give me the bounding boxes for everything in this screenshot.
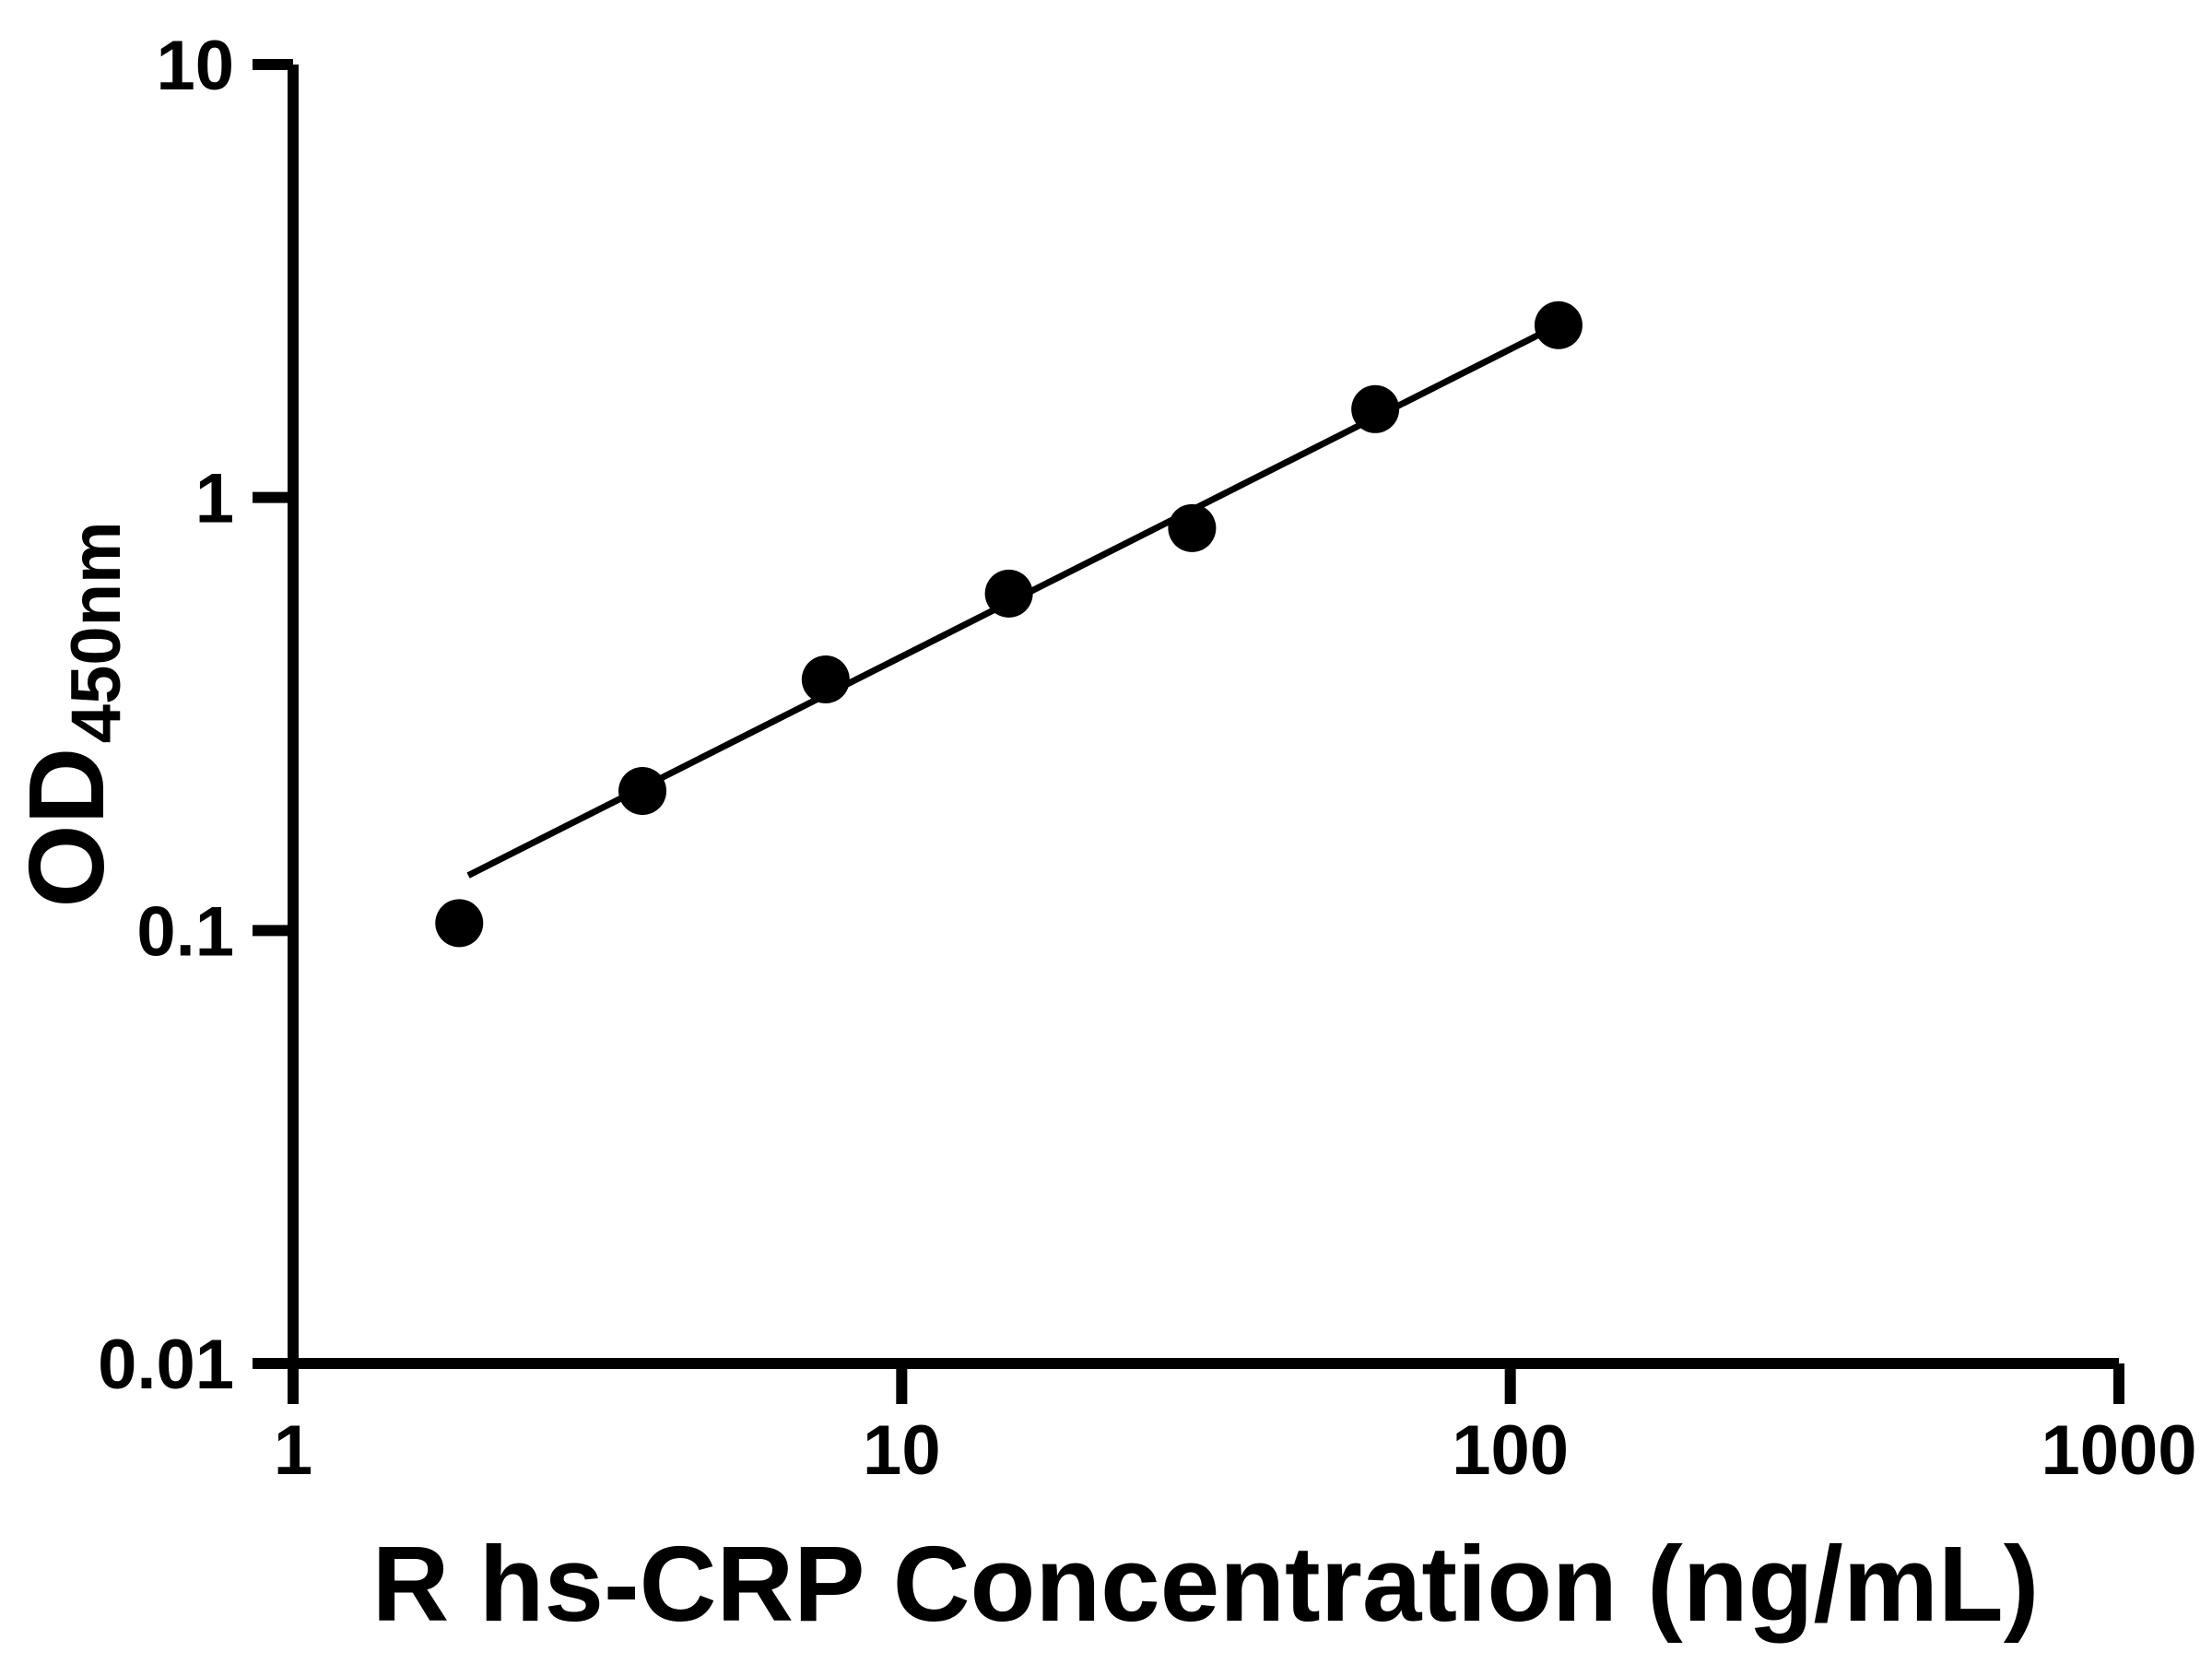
data-point <box>435 899 484 948</box>
x-tick-label: 100 <box>1452 1411 1569 1490</box>
x-tick-label: 1000 <box>2041 1411 2196 1490</box>
y-axis-label-subscript: 450nm <box>57 521 135 743</box>
axes-group <box>288 65 2119 1369</box>
y-tick-label: 10 <box>156 27 234 105</box>
data-point <box>984 569 1033 618</box>
x-tick-label: 1 <box>274 1411 312 1490</box>
y-axis-label-main: OD <box>6 748 126 908</box>
data-point <box>801 655 850 704</box>
x-axis-label: R hs-CRP Concentration (ng/mL) <box>372 1524 2040 1644</box>
data-point <box>1351 384 1400 433</box>
axis-lines <box>288 65 2119 1369</box>
y-tick-label: 0.01 <box>98 1326 234 1404</box>
x-tick-label: 10 <box>863 1411 941 1490</box>
ticks-group <box>253 59 2124 1404</box>
data-point <box>1534 301 1583 349</box>
y-axis-label: OD 450nm <box>6 521 135 907</box>
data-point <box>1168 503 1217 552</box>
data-point <box>618 766 667 815</box>
data-points-group <box>435 301 1583 948</box>
y-tick-label: 1 <box>195 460 234 538</box>
y-tick-label: 0.1 <box>136 892 234 971</box>
tick-labels-group: 1 10 100 1000 0.01 0.1 1 10 <box>98 27 2196 1490</box>
